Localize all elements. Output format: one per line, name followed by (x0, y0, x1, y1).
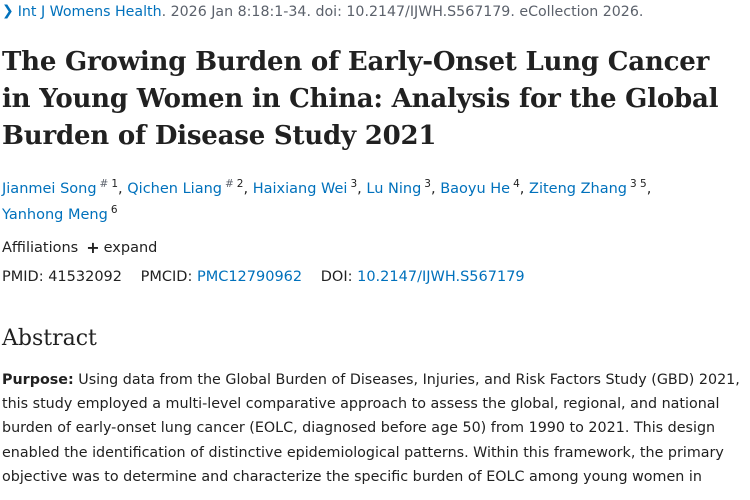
author-link[interactable]: Qichen Liang (127, 181, 222, 197)
pmcid-label: PMCID: (140, 269, 193, 285)
author-item: Qichen Liang #2 (127, 178, 244, 197)
author-link[interactable]: Lu Ning (366, 181, 422, 197)
author-item: Haixiang Wei 3 (252, 178, 358, 197)
purpose-text: Using data from the Global Burden of Dis… (2, 372, 740, 485)
purpose-label: Purpose: (2, 372, 74, 388)
equal-contribution-mark: # (224, 178, 234, 190)
affiliations-label: Affiliations (2, 240, 79, 256)
affiliation-ref[interactable]: 1 (111, 178, 119, 190)
pmcid-link[interactable]: PMC12790962 (196, 269, 303, 285)
abstract-purpose-paragraph: Purpose: Using data from the Global Burd… (2, 368, 744, 489)
author-item: Ziteng Zhang 3 5 (529, 178, 647, 197)
citation-details: . 2026 Jan 8:18:1-34. doi: 10.2147/IJWH.… (161, 4, 644, 20)
pmcid-group: PMCID: PMC12790962 (141, 269, 303, 285)
pmid-label: PMID: (2, 269, 44, 285)
equal-contribution-mark: # (99, 178, 109, 190)
doi-label: DOI: (320, 269, 353, 285)
affiliation-ref[interactable]: 2 (236, 178, 244, 190)
author-item: Baoyu He 4 (440, 178, 520, 197)
plus-icon: + (86, 238, 100, 257)
expand-affiliations-button[interactable]: + expand (86, 238, 158, 257)
doi-link[interactable]: 10.2147/IJWH.S567179 (357, 269, 525, 285)
author-link[interactable]: Jianmei Song (2, 181, 97, 197)
pmid-value: 41532092 (48, 269, 123, 285)
affiliations-row: Affiliations + expand (2, 238, 158, 257)
identifiers-row: PMID: 41532092 PMCID: PMC12790962 DOI: 1… (2, 269, 539, 285)
author-link[interactable]: Ziteng Zhang (529, 181, 627, 197)
affiliation-ref[interactable]: 3 5 (630, 178, 647, 190)
chevron-right-icon[interactable]: ❯ (2, 3, 14, 19)
author-link[interactable]: Haixiang Wei (252, 181, 348, 197)
affiliation-ref[interactable]: 3 (424, 178, 431, 190)
author-link[interactable]: Yanhong Meng (2, 207, 108, 223)
author-item: Jianmei Song #1 (2, 178, 119, 197)
abstract-heading: Abstract (2, 326, 97, 351)
journal-link[interactable]: Int J Womens Health (17, 4, 162, 20)
doi-group: DOI: 10.2147/IJWH.S567179 (321, 269, 525, 285)
citation-line: ❯ Int J Womens Health. 2026 Jan 8:18:1-34… (2, 3, 644, 20)
author-link[interactable]: Baoyu He (440, 181, 511, 197)
pmid-group: PMID: 41532092 (2, 269, 122, 285)
author-list: Jianmei Song #1, Qichen Liang #2, Haixiang… (2, 178, 652, 223)
article-title: The Growing Burden of Early-Onset Lung C… (2, 47, 719, 151)
author-item: Yanhong Meng 6 (2, 204, 118, 223)
expand-label: expand (103, 240, 158, 256)
affiliation-ref[interactable]: 4 (513, 178, 520, 190)
author-item: Lu Ning 3 (366, 178, 431, 197)
affiliation-ref[interactable]: 6 (110, 204, 118, 216)
affiliation-ref[interactable]: 3 (350, 178, 358, 190)
